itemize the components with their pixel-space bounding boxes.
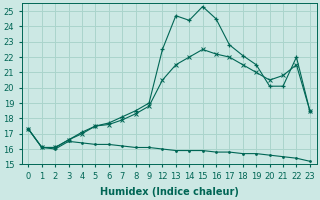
- X-axis label: Humidex (Indice chaleur): Humidex (Indice chaleur): [100, 187, 239, 197]
